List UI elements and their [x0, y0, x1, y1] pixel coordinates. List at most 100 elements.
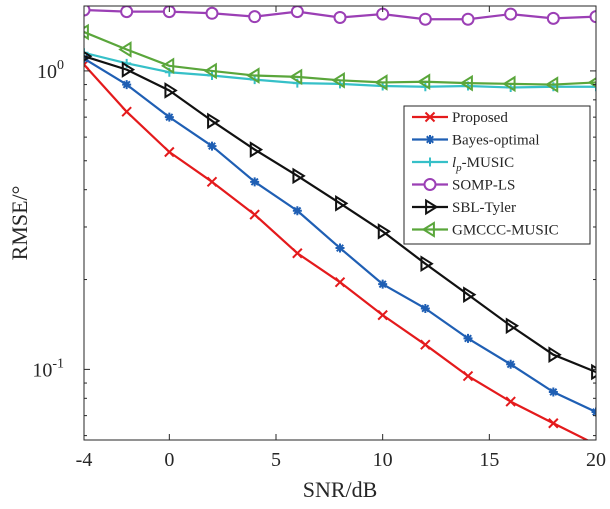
data-point: [120, 6, 134, 19]
legend-marker: [423, 178, 437, 191]
data-point: [84, 23, 89, 41]
x-axis-label: SNR/dB: [303, 477, 378, 502]
data-point: [164, 146, 175, 158]
data-point: [505, 317, 520, 335]
legend-label-main: GMCCC-MUSIC: [452, 223, 559, 239]
data-point: [377, 223, 392, 240]
data-point: [249, 141, 264, 158]
legend-label: SBL-Tyler: [452, 200, 516, 216]
data-point: [334, 276, 346, 288]
data-point: [502, 75, 516, 93]
legend-label: lp-MUSIC: [452, 155, 514, 174]
data-point: [207, 141, 217, 151]
data-point: [416, 73, 431, 91]
data-point: [463, 286, 477, 303]
data-point: [205, 6, 219, 20]
data-point: [418, 12, 432, 26]
legend-label: GMCCC-MUSIC: [452, 223, 559, 239]
data-point: [374, 74, 388, 91]
data-point: [164, 112, 174, 122]
data-point: [84, 6, 91, 17]
data-point: [420, 303, 430, 313]
legend-box: [403, 105, 591, 245]
data-point: [118, 41, 132, 58]
data-point: [292, 167, 306, 185]
data-point: [420, 339, 431, 350]
series-bayes-optimal: [84, 54, 596, 417]
legend-label-main: -MUSIC: [462, 155, 515, 171]
data-point: [249, 209, 260, 220]
y-tick-exponent: 0: [57, 58, 64, 73]
series-proposed: [84, 59, 593, 440]
legend-label-main: SBL-Tyler: [452, 200, 516, 216]
data-point: [206, 176, 218, 188]
data-point: [207, 112, 221, 130]
data-point: [505, 396, 516, 407]
data-point: [160, 57, 175, 75]
data-point: [250, 177, 260, 187]
data-point: [335, 243, 345, 253]
data-point: [378, 279, 388, 289]
data-point: [591, 439, 593, 440]
legend-marker: [425, 198, 439, 216]
legend-item: Bayes-optimal: [412, 133, 539, 149]
data-point: [506, 359, 516, 369]
legend: Proposed Bayes-optimal lp-MUSIC SOMP-LS SBL-…: [403, 105, 591, 245]
data-point: [84, 48, 89, 58]
data-point: [292, 206, 302, 216]
x-tick-label: 10: [373, 449, 393, 471]
legend-item: Proposed: [412, 110, 508, 126]
data-point: [461, 12, 475, 26]
x-tick-label: 20: [586, 449, 606, 471]
data-point: [591, 82, 596, 92]
legend-marker: [421, 221, 435, 238]
data-point: [333, 10, 347, 24]
x-tick-label: 0: [164, 449, 174, 471]
data-point: [546, 11, 560, 25]
legend-label: SOMP-LS: [452, 178, 515, 194]
data-point: [121, 106, 132, 117]
legend-label-sub: p: [455, 162, 462, 174]
legend-marker: [425, 157, 435, 167]
data-point: [288, 68, 303, 86]
legend-label-main: Bayes-optimal: [452, 133, 539, 149]
data-point: [587, 77, 596, 88]
series-line: [84, 30, 596, 86]
x-tick-label: 5: [271, 449, 281, 471]
data-point: [591, 363, 596, 381]
series-line: [84, 55, 596, 374]
x-tick-label: 15: [479, 449, 499, 471]
data-point: [420, 255, 434, 273]
data-point: [544, 76, 559, 93]
data-point: [462, 370, 474, 382]
legend-marker: [425, 135, 435, 144]
data-point: [248, 10, 262, 24]
data-point: [548, 387, 558, 397]
y-tick-base: 10: [37, 61, 57, 83]
data-point: [121, 61, 136, 78]
legend-label-main: Proposed: [452, 110, 508, 126]
legend-marker: [424, 111, 436, 123]
legend-label-italic: l: [452, 155, 456, 171]
data-point: [290, 6, 304, 19]
data-point: [246, 67, 260, 84]
legend-label: Proposed: [452, 110, 508, 126]
legend-label: Bayes-optimal: [452, 133, 539, 149]
data-point: [203, 62, 217, 80]
legend-item: lp-MUSIC: [412, 155, 514, 174]
legend-item: SBL-Tyler: [412, 198, 516, 216]
y-tick-exponent: -1: [52, 356, 64, 371]
y-tick-label: 100: [37, 58, 64, 83]
data-point: [377, 309, 388, 321]
legend-label-main: SOMP-LS: [452, 178, 515, 194]
data-point: [331, 72, 345, 89]
y-tick-base: 10: [32, 359, 52, 381]
axes-frame: [83, 5, 597, 441]
data-point: [548, 418, 559, 429]
data-point: [504, 7, 518, 21]
data-point: [164, 82, 178, 99]
data-point: [122, 80, 132, 90]
